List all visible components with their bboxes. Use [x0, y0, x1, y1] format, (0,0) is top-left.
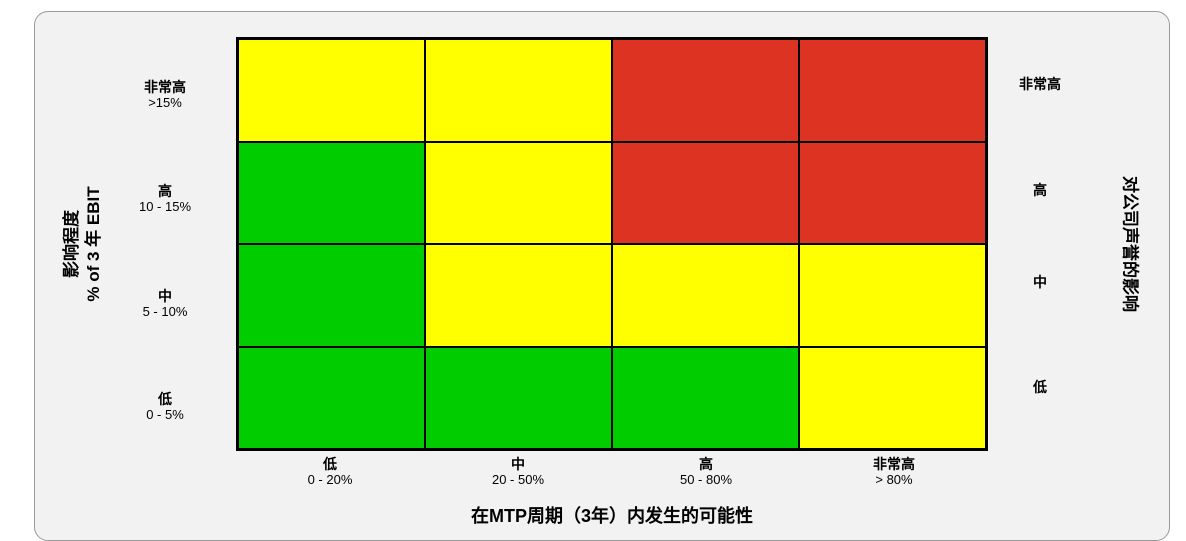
reputation-level-medium: 中 [1033, 274, 1047, 290]
impact-level-range: 0 - 5% [146, 407, 184, 422]
likelihood-axis-title: 在MTP周期（3年）内发生的可能性 [470, 506, 753, 526]
risk-cell-yellow [238, 39, 425, 142]
risk-cell-yellow [425, 244, 612, 347]
likelihood-level-very-high: 非常高 > 80% [800, 456, 988, 488]
impact-level-range: 10 - 15% [138, 199, 192, 214]
impact-level-name: 低 [158, 391, 172, 407]
risk-cell-green [425, 346, 612, 449]
likelihood-level-range: 0 - 20% [307, 472, 353, 487]
risk-cell-red [799, 141, 986, 244]
risk-cell-green [238, 141, 425, 244]
risk-cell-red [799, 39, 986, 142]
risk-cell-green [238, 244, 425, 347]
reputation-level-high: 高 [1033, 182, 1047, 198]
impact-level-low: 低 0 - 5% [100, 391, 230, 423]
likelihood-level-high: 高 50 - 80% [612, 456, 800, 488]
likelihood-level-name: 中 [511, 456, 525, 472]
risk-cell-green [238, 346, 425, 449]
likelihood-level-low: 低 0 - 20% [236, 456, 424, 488]
impact-level-name: 高 [158, 183, 172, 199]
likelihood-level-range: 50 - 80% [679, 472, 733, 487]
impact-level-high: 高 10 - 15% [100, 183, 230, 215]
likelihood-level-name: 高 [699, 456, 713, 472]
likelihood-level-medium: 中 20 - 50% [424, 456, 612, 488]
reputation-level-very-high: 非常高 [1019, 76, 1061, 92]
impact-level-medium: 中 5 - 10% [100, 288, 230, 320]
risk-cell-red [612, 141, 799, 244]
impact-level-range: >15% [148, 95, 182, 110]
reputation-level-low: 低 [1033, 379, 1047, 395]
impact-axis-title: 影响程度 % of 3 年 EBIT [61, 186, 105, 301]
risk-cell-yellow [799, 346, 986, 449]
risk-cell-yellow [799, 244, 986, 347]
impact-level-name: 非常高 [144, 79, 186, 95]
likelihood-level-range: 20 - 50% [491, 472, 545, 487]
likelihood-level-name: 低 [323, 456, 337, 472]
risk-cell-red [612, 39, 799, 142]
risk-heatmap-grid [236, 37, 988, 451]
risk-cell-yellow [425, 39, 612, 142]
impact-axis-title-line1: 影响程度 [62, 210, 81, 279]
risk-cell-yellow [425, 141, 612, 244]
likelihood-level-name: 非常高 [873, 456, 915, 472]
risk-cell-green [612, 346, 799, 449]
reputation-axis-title: 对公司声誉的影响 [1120, 176, 1140, 312]
impact-level-name: 中 [158, 288, 172, 304]
likelihood-level-range: > 80% [875, 472, 913, 487]
impact-level-very-high: 非常高 >15% [100, 79, 230, 111]
impact-level-range: 5 - 10% [142, 304, 188, 319]
risk-cell-yellow [612, 244, 799, 347]
